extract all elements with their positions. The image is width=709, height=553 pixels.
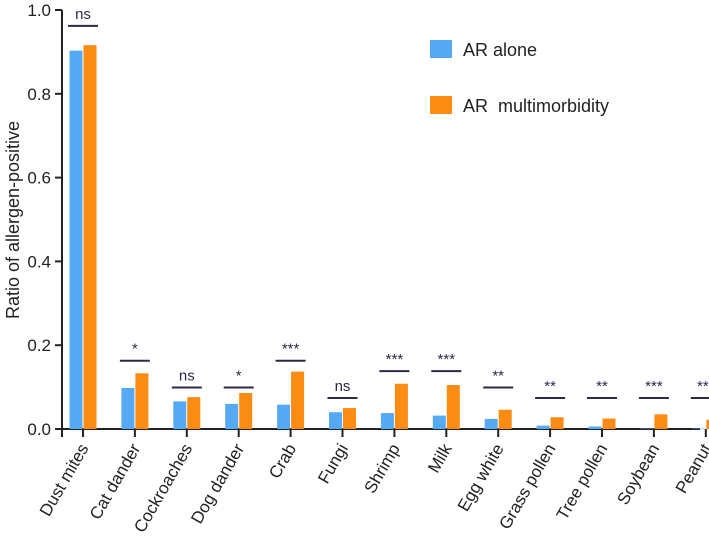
y-tick-label: 0.6 xyxy=(27,169,51,188)
legend-swatch-ar-multimorbidity xyxy=(430,96,452,114)
significance-label: *** xyxy=(386,351,404,368)
bar-ar-multimorbidity xyxy=(654,414,668,429)
legend-label-ar-multimorbidity: AR multimorbidity xyxy=(463,96,609,116)
x-tick-label: Dust mites xyxy=(36,441,93,520)
bar-ar-alone xyxy=(69,50,83,429)
bar-ar-alone xyxy=(277,404,291,429)
significance-label: * xyxy=(236,368,242,385)
x-tick-label: Soybean xyxy=(613,441,663,509)
bar-ar-multimorbidity xyxy=(550,417,564,429)
y-axis-title: Ratio of allergen-positive xyxy=(3,121,23,319)
bar-ar-multimorbidity xyxy=(187,397,201,429)
x-tick-label: Cat dander xyxy=(86,440,145,523)
bar-ar-alone xyxy=(121,387,135,429)
y-tick-label: 0.0 xyxy=(27,420,51,439)
bar-ar-multimorbidity xyxy=(135,373,149,429)
x-tick-label: Egg white xyxy=(454,441,508,515)
bar-ar-multimorbidity xyxy=(394,383,408,429)
bar-ar-alone xyxy=(173,401,187,429)
legend-swatch-ar-alone xyxy=(430,40,452,58)
legend: AR alone AR multimorbidity xyxy=(430,40,609,116)
legend-label-ar-alone: AR alone xyxy=(463,40,537,60)
x-tick-label: Peanut xyxy=(672,440,709,496)
significance-label: ns xyxy=(335,378,351,395)
y-tick-label: 0.2 xyxy=(27,336,51,355)
significance-label: ns xyxy=(179,368,195,385)
bar-ar-alone xyxy=(484,418,498,429)
bar-ar-multimorbidity xyxy=(83,45,97,430)
significance-label: *** xyxy=(282,341,300,358)
bar-ar-alone xyxy=(640,428,654,430)
significance-label: * xyxy=(132,341,138,358)
bar-ar-multimorbidity xyxy=(343,408,356,429)
bar-ar-alone xyxy=(536,425,550,429)
plot-area: 0.0 0.2 0.4 0.6 0.8 1.0 Dust mites ns Cat dander… xyxy=(27,1,709,536)
x-tick-label: Milk xyxy=(424,440,456,476)
significance-label: ** xyxy=(596,378,608,395)
x-tick-label: Dog dander xyxy=(187,440,248,527)
bar-ar-multimorbidity xyxy=(446,385,460,429)
bar-ar-multimorbidity xyxy=(706,419,709,429)
x-tick-label: Shrimp xyxy=(360,441,403,497)
significance-label: *** xyxy=(438,351,456,368)
significance-label: ** xyxy=(492,368,504,385)
bar-ar-alone xyxy=(692,428,706,430)
bar-ar-alone xyxy=(329,412,342,429)
bar-ar-alone xyxy=(588,426,602,429)
x-tick-label: Tree pollen xyxy=(553,441,612,524)
y-tick-label: 1.0 xyxy=(27,1,51,20)
bar-ar-alone xyxy=(432,415,446,429)
bar-ar-alone xyxy=(225,403,239,429)
bar-ar-multimorbidity xyxy=(239,392,253,429)
x-tick-label: Fungi xyxy=(314,441,352,487)
x-tick-label: Crab xyxy=(265,441,300,482)
y-tick-label: 0.4 xyxy=(27,252,51,271)
significance-label: *** xyxy=(645,378,663,395)
y-tick-label: 0.8 xyxy=(27,85,51,104)
bar-ar-multimorbidity xyxy=(602,418,616,429)
significance-label: ns xyxy=(75,6,91,23)
significance-label: ** xyxy=(544,378,556,395)
bar-ar-alone xyxy=(380,413,394,429)
significance-label: *** xyxy=(697,378,709,395)
bar-ar-multimorbidity xyxy=(291,371,305,429)
bar-ar-multimorbidity xyxy=(498,409,512,429)
